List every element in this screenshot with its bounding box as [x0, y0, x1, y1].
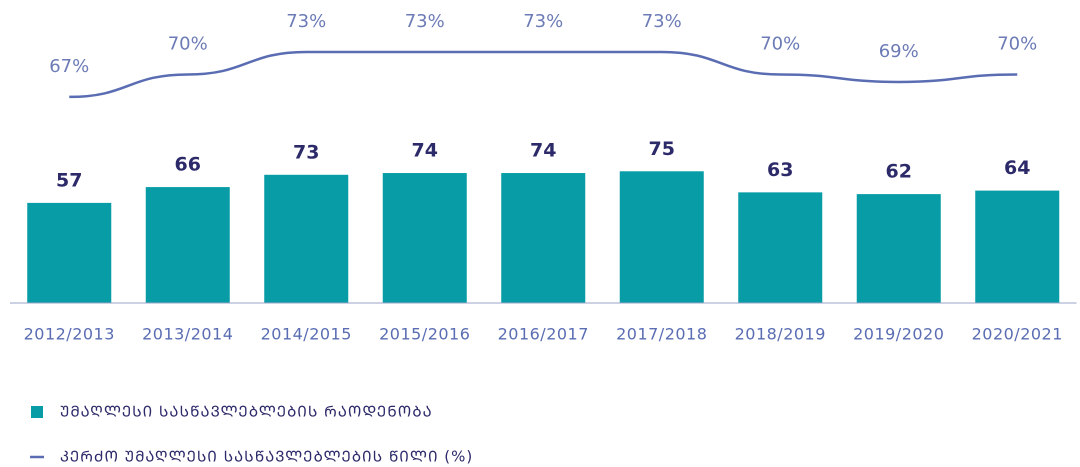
line-label: 73%	[286, 11, 326, 32]
x-tick-label: 2013/2014	[142, 325, 233, 344]
line-label: 73%	[405, 11, 445, 32]
legend-swatch	[31, 406, 43, 418]
x-tick-label: 2017/2018	[616, 325, 707, 344]
bar-label: 57	[56, 169, 82, 191]
bar	[856, 194, 941, 303]
bar	[382, 173, 467, 303]
legend-label: ᲙᲔᲠᲫᲝ ᲣᲛᲐᲦᲚᲔᲡᲘ ᲡᲐᲡᲬᲐᲕᲚᲔᲑᲚᲔᲑᲘᲡ ᲬᲘᲚᲘ (%)	[60, 448, 473, 466]
line-label: 67%	[49, 56, 89, 77]
bar	[619, 171, 704, 303]
bar-label: 66	[175, 154, 201, 176]
x-tick-label: 2015/2016	[379, 325, 470, 344]
line-label: 73%	[642, 11, 682, 32]
bar-label: 62	[886, 161, 912, 183]
x-tick-label: 2018/2019	[735, 325, 826, 344]
x-tick-label: 2020/2021	[972, 325, 1063, 344]
bar-label: 73	[293, 141, 319, 163]
bar	[501, 173, 586, 303]
line-label: 73%	[523, 11, 563, 32]
x-tick-label: 2014/2015	[261, 325, 352, 344]
bar	[145, 187, 230, 303]
bar	[27, 202, 112, 303]
line-label: 69%	[879, 41, 919, 62]
bar	[738, 192, 823, 303]
legend-label: ᲣᲛᲐᲦᲚᲔᲡᲘ ᲡᲐᲡᲬᲐᲕᲚᲔᲑᲚᲔᲑᲘᲡ ᲠᲐᲝᲓᲔᲜᲝᲑᲐ	[60, 403, 433, 421]
bar-label: 74	[530, 140, 556, 162]
x-tick-label: 2016/2017	[498, 325, 589, 344]
x-tick-label: 2019/2020	[853, 325, 944, 344]
bar-label: 64	[1004, 157, 1030, 179]
line-label: 70%	[760, 33, 800, 54]
bar-label: 75	[649, 138, 675, 160]
bar-label: 74	[412, 140, 438, 162]
x-tick-label: 2012/2013	[24, 325, 115, 344]
bar-label: 63	[767, 159, 793, 181]
bar	[975, 190, 1060, 303]
line	[69, 50, 1018, 99]
line-label: 70%	[168, 33, 208, 54]
line-label: 70%	[997, 33, 1037, 54]
bar	[264, 174, 349, 303]
